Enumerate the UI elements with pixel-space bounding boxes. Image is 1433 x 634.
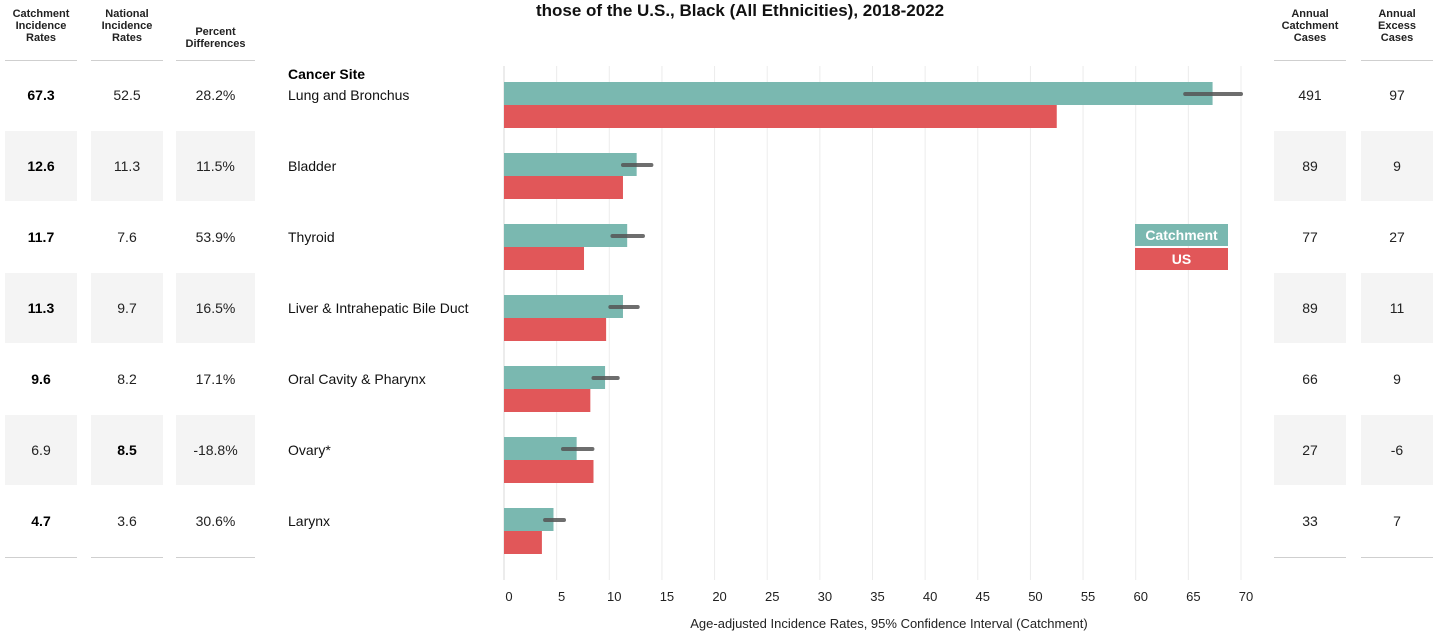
cancer-site-label: Lung and Bronchus: [288, 87, 410, 103]
footer-rule: [1274, 557, 1346, 558]
excess-cases-cell: 9: [1361, 131, 1433, 201]
legend-catchment: Catchment: [1135, 224, 1228, 246]
percent-diff-cell: 28.2%: [195, 87, 236, 103]
annual-cases-cell: 89: [1274, 273, 1346, 343]
percent-diff-cell: 53.9%: [195, 229, 236, 245]
header-rule: [1361, 60, 1433, 61]
annual-cases-cell: 27: [1274, 415, 1346, 485]
cancer-site-label: Ovary*: [288, 442, 331, 458]
x-tick-label: 10: [607, 589, 621, 604]
catchment-rate-cell: 11.3: [5, 273, 77, 343]
cancer-site-label: Liver & Intrahepatic Bile Duct: [288, 300, 469, 316]
catchment-bar: [504, 366, 606, 389]
cancer-site-label: Thyroid: [288, 229, 335, 245]
percent-diff-cell: 11.5%: [176, 131, 255, 201]
header-rule: [5, 60, 77, 61]
national-rate-cell: 8.2: [117, 371, 137, 387]
catchment-rate-cell: 12.6: [5, 131, 77, 201]
x-axis-title: Age-adjusted Incidence Rates, 95% Confid…: [690, 616, 1088, 631]
x-tick-label: 15: [660, 589, 674, 604]
us-bar: [504, 105, 1057, 128]
annual-cases-cell: 491: [1298, 87, 1322, 103]
catchment-bar: [504, 224, 628, 247]
national-rate-cell: 9.7: [91, 273, 163, 343]
excess-cases-cell: 7: [1393, 513, 1401, 529]
header-national-rates: National Incidence Rates: [101, 8, 153, 44]
x-tick-label: 60: [1133, 589, 1147, 604]
percent-diff-cell: -18.8%: [176, 415, 255, 485]
header-annual-catchment-cases: Annual Catchment Cases: [1281, 8, 1339, 44]
header-rule: [91, 60, 163, 61]
catchment-rate-cell: 6.9: [5, 415, 77, 485]
cancer-site-label: Oral Cavity & Pharynx: [288, 371, 426, 387]
excess-cases-cell: 27: [1389, 229, 1405, 245]
catchment-rate-cell: 67.3: [27, 87, 55, 103]
catchment-rate-cell: 11.7: [27, 229, 55, 245]
us-bar: [504, 176, 623, 199]
chart-title: those of the U.S., Black (All Ethnicitie…: [535, 1, 945, 20]
catchment-bar: [504, 82, 1213, 105]
x-tick-label: 45: [976, 589, 990, 604]
x-tick-label: 70: [1239, 589, 1253, 604]
catchment-bar: [504, 508, 554, 531]
cancer-site-header: Cancer Site: [288, 66, 366, 82]
percent-diff-cell: 30.6%: [195, 513, 236, 529]
us-bar: [504, 460, 594, 483]
x-tick-label: 0: [505, 589, 512, 604]
x-tick-label: 35: [870, 589, 884, 604]
us-bar: [504, 318, 607, 341]
footer-rule: [91, 557, 163, 558]
national-rate-cell: 7.6: [117, 229, 137, 245]
us-bar: [504, 531, 542, 554]
national-rate-cell: 52.5: [113, 87, 141, 103]
us-bar: [504, 389, 591, 412]
x-tick-label: 40: [923, 589, 937, 604]
x-tick-label: 50: [1028, 589, 1042, 604]
x-tick-label: 65: [1186, 589, 1200, 604]
national-rate-cell: 11.3: [91, 131, 163, 201]
cancer-site-label: Bladder: [288, 158, 337, 174]
annual-cases-cell: 89: [1274, 131, 1346, 201]
annual-cases-cell: 66: [1302, 371, 1318, 387]
x-tick-label: 5: [558, 589, 565, 604]
catchment-rate-cell: 4.7: [31, 513, 51, 529]
x-tick-label: 30: [818, 589, 832, 604]
annual-cases-cell: 77: [1302, 229, 1318, 245]
us-bar: [504, 247, 585, 270]
percent-diff-cell: 17.1%: [195, 371, 236, 387]
header-rule: [176, 60, 255, 61]
catchment-rate-cell: 9.6: [31, 371, 51, 387]
footer-rule: [176, 557, 255, 558]
excess-cases-cell: 9: [1393, 371, 1401, 387]
cancer-site-label: Larynx: [288, 513, 331, 529]
excess-cases-cell: 97: [1389, 87, 1405, 103]
x-tick-label: 25: [765, 589, 779, 604]
national-rate-cell: 3.6: [117, 513, 137, 529]
excess-cases-cell: -6: [1361, 415, 1433, 485]
national-rate-cell: 8.5: [91, 415, 163, 485]
percent-diff-cell: 16.5%: [176, 273, 255, 343]
annual-cases-cell: 33: [1302, 513, 1318, 529]
header-catchment-rates: Catchment Incidence Rates: [12, 8, 70, 44]
header-annual-excess-cases: Annual Excess Cases: [1378, 8, 1416, 44]
catchment-bar: [504, 437, 577, 460]
header-percent-differences: Percent Differences: [185, 26, 246, 50]
x-tick-label: 55: [1081, 589, 1095, 604]
header-rule: [1274, 60, 1346, 61]
catchment-bar: [504, 153, 637, 176]
footer-rule: [5, 557, 77, 558]
catchment-bar: [504, 295, 623, 318]
x-tick-label: 20: [712, 589, 726, 604]
footer-rule: [1361, 557, 1433, 558]
excess-cases-cell: 11: [1361, 273, 1433, 343]
legend-us: US: [1135, 248, 1228, 270]
